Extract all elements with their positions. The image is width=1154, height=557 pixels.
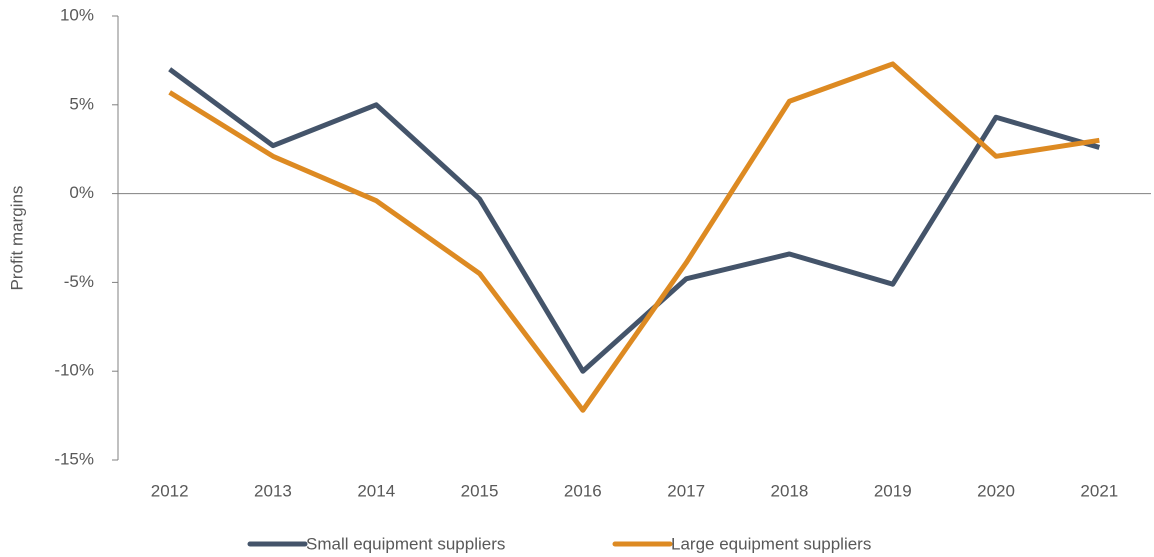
x-tick-label: 2018: [771, 481, 809, 500]
x-tick-label: 2019: [874, 481, 912, 500]
y-tick-label: -10%: [54, 361, 94, 380]
x-tick-label: 2014: [357, 481, 395, 500]
x-tick-label: 2020: [977, 481, 1015, 500]
y-axis-label: Profit margins: [7, 186, 26, 291]
y-tick-label: -15%: [54, 449, 94, 468]
y-tick-label: -5%: [64, 272, 94, 291]
x-tick-label: 2016: [564, 481, 602, 500]
x-tick-label: 2013: [254, 481, 292, 500]
x-tick-label: 2012: [151, 481, 189, 500]
series-line: [168, 61, 1100, 413]
x-tick-label: 2015: [461, 481, 499, 500]
legend-label: Large equipment suppliers: [671, 534, 871, 553]
y-tick-label: 0%: [69, 183, 94, 202]
series-line: [168, 67, 1101, 374]
x-tick-label: 2021: [1080, 481, 1118, 500]
x-tick-label: 2017: [667, 481, 705, 500]
legend-label: Small equipment suppliers: [306, 534, 505, 553]
y-tick-label: 5%: [69, 94, 94, 113]
y-tick-label: 10%: [60, 5, 94, 24]
